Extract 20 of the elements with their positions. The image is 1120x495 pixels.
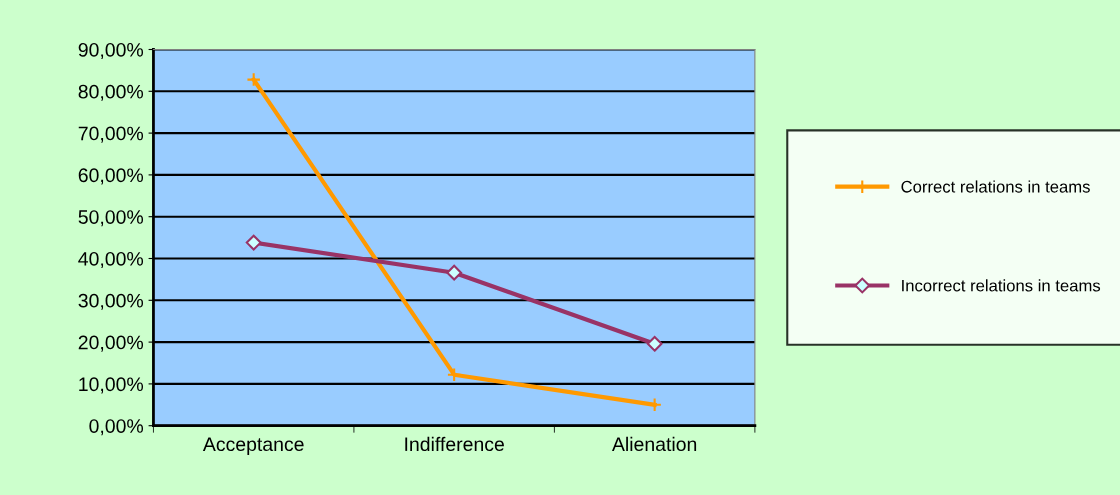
y-tick-label: 20,00%: [78, 335, 144, 352]
y-tick-label: 90,00%: [78, 42, 144, 60]
y-tick-label: 60,00%: [78, 168, 144, 185]
legend-label: Incorrect relations in teams: [902, 279, 1101, 292]
y-tick-label: 30,00%: [78, 293, 144, 310]
x-tick-label: Acceptance: [202, 437, 304, 455]
point: [446, 367, 462, 382]
y-tick-label: 40,00%: [78, 251, 144, 269]
y-tick-label: 10,00%: [79, 377, 144, 394]
y-tick-label: 50,00%: [78, 210, 144, 227]
x-tick-label: Alienation: [611, 436, 697, 452]
point: [446, 264, 463, 281]
point: [245, 234, 262, 251]
point: [646, 335, 663, 352]
x-tick-label: Indifference: [405, 436, 504, 452]
y-tick-label: 70,00%: [78, 126, 144, 143]
legend-label: Correct relations in teams: [901, 180, 1090, 193]
y-tick-label: 80,00%: [78, 84, 144, 101]
y-tick-label: 0,00%: [89, 419, 144, 436]
point: [246, 72, 261, 87]
